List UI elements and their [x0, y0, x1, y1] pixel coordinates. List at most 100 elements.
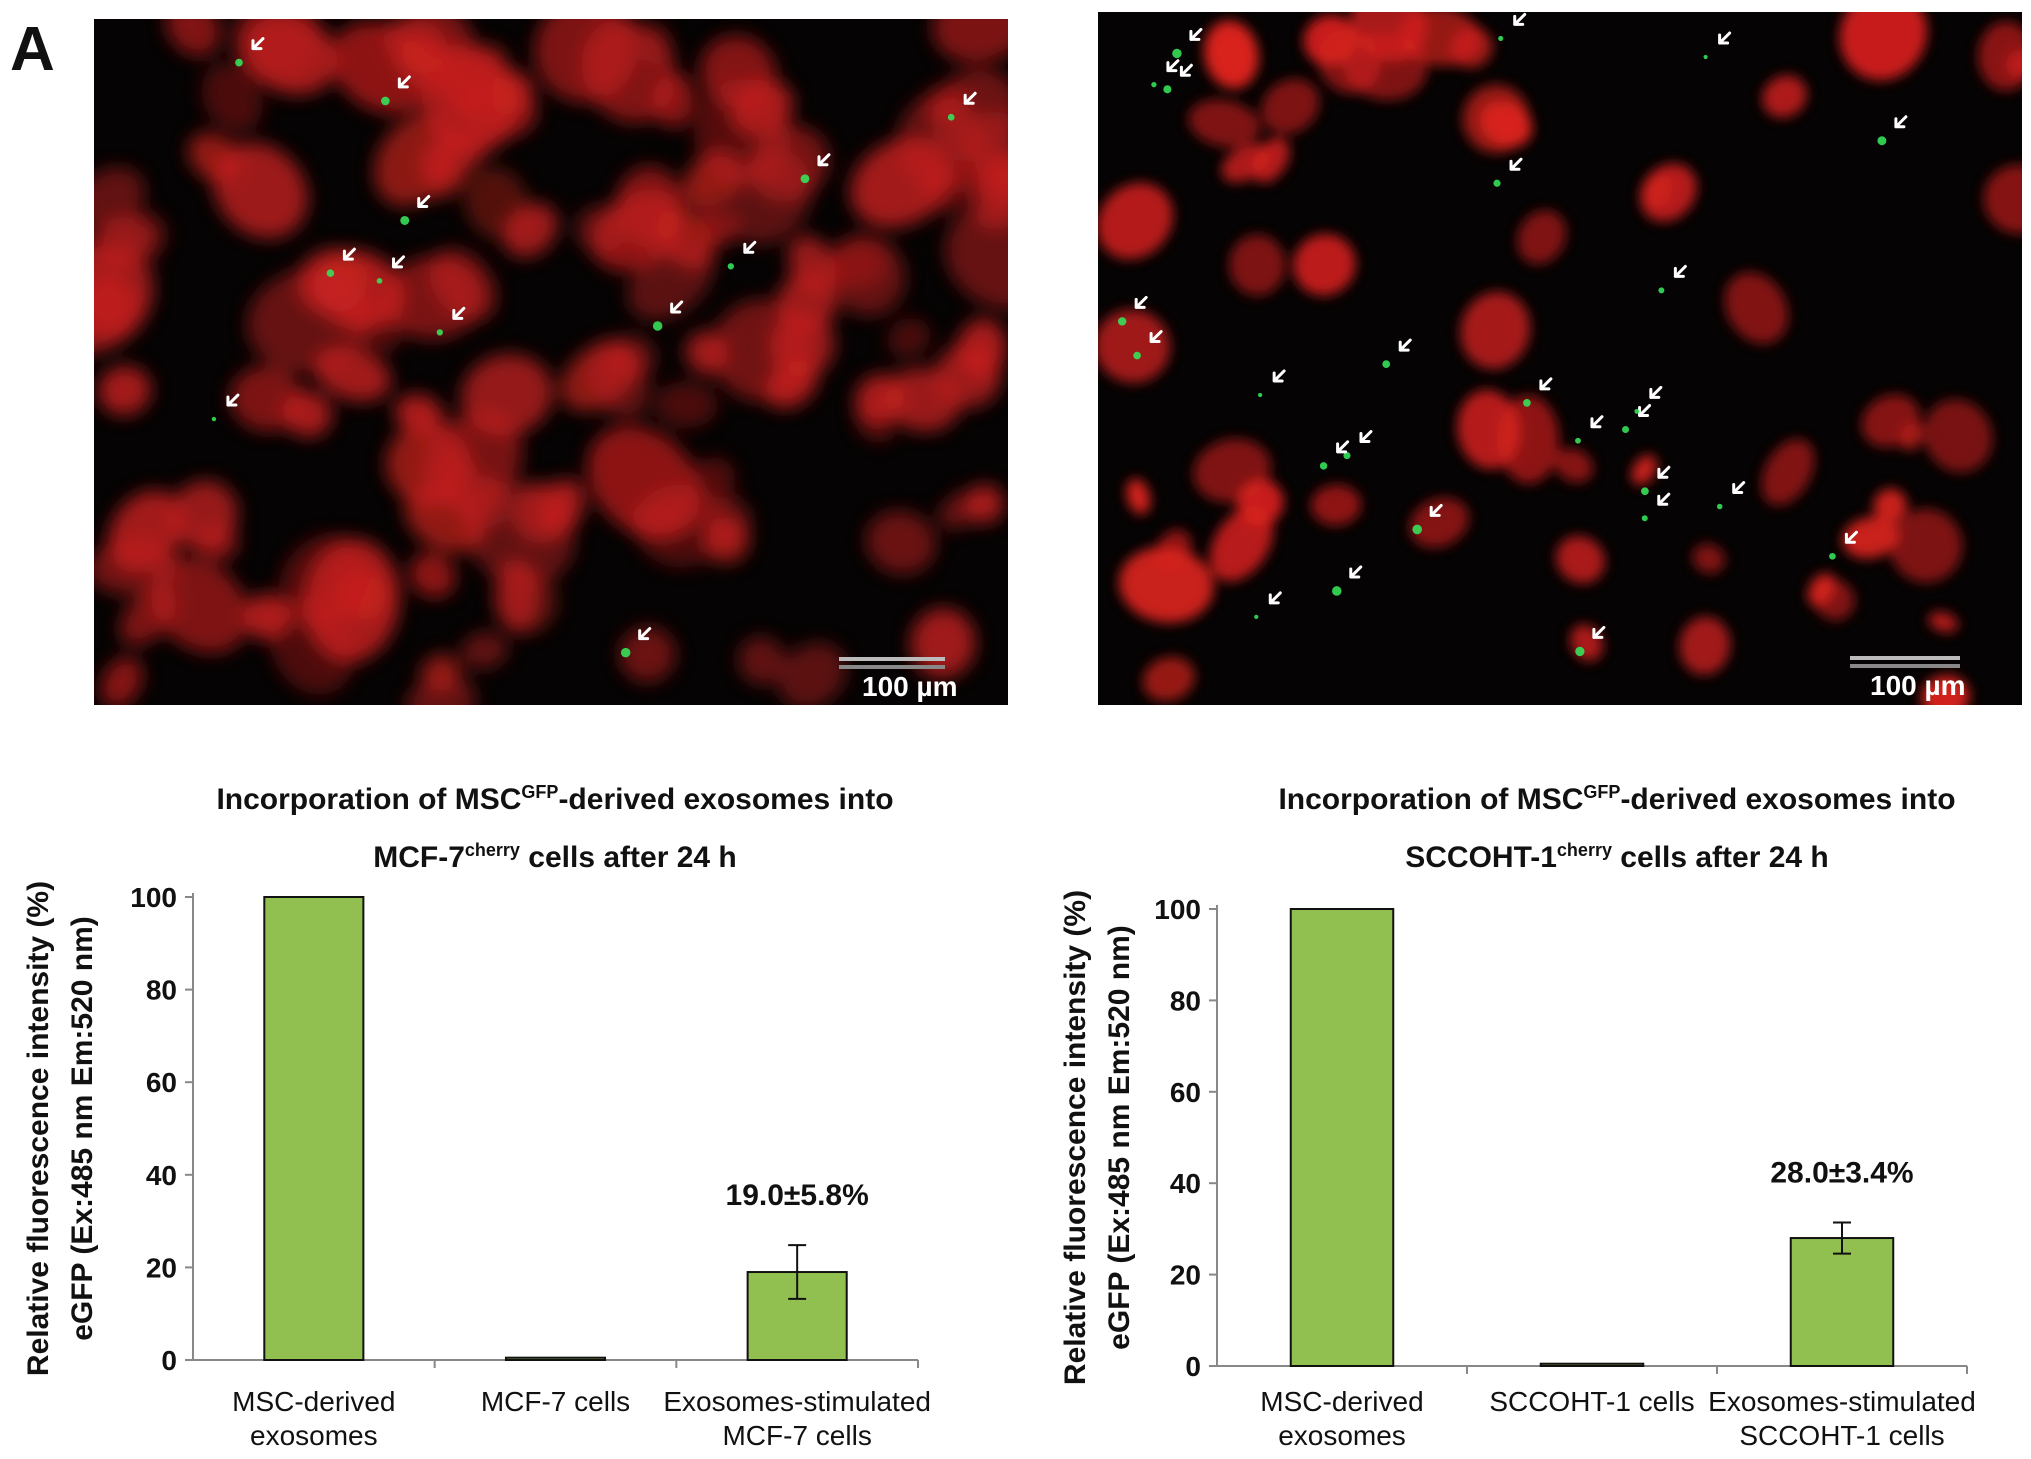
y-axis-label: Relative fluorescence intensity (%)	[22, 881, 55, 1376]
cell	[278, 534, 369, 630]
x-tick-label: MCF-7 cells	[722, 1420, 871, 1451]
cell	[1556, 535, 1605, 584]
y-tick-label: 80	[1170, 985, 1201, 1016]
x-tick-label: exosomes	[250, 1420, 378, 1451]
arrow-icon	[1649, 385, 1663, 399]
y-tick-label: 100	[1154, 894, 1201, 925]
cell	[1460, 291, 1531, 370]
scale-bar-label: 100 µm	[1870, 670, 1966, 701]
arrow-icon	[1398, 338, 1412, 352]
cell	[494, 558, 541, 632]
cell	[1921, 675, 1970, 705]
x-tick-label: exosomes	[1278, 1420, 1406, 1451]
arrow-icon	[1513, 12, 1527, 26]
x-tick-label: MSC-derived	[232, 1386, 395, 1417]
cell	[1842, 516, 1900, 559]
arrow-icon	[452, 306, 466, 320]
panel-label: A	[10, 15, 55, 84]
y-tick-label: 60	[1170, 1077, 1201, 1108]
cell	[866, 510, 936, 575]
x-tick-label: Exosomes-stimulated	[663, 1386, 931, 1417]
exosome-dot	[1716, 503, 1723, 510]
y-tick-label: 20	[1170, 1260, 1201, 1291]
y-tick-label: 100	[130, 882, 177, 913]
cell	[1261, 78, 1320, 135]
cell	[1293, 233, 1356, 296]
exosome-dot	[1622, 426, 1630, 434]
scale-bar	[1850, 664, 1960, 668]
scale-bar-label: 100 µm	[862, 671, 958, 702]
cell	[169, 480, 238, 551]
x-tick-label: MSC-derived	[1260, 1386, 1423, 1417]
cell	[1209, 506, 1274, 582]
arrow-icon	[342, 247, 356, 261]
x-tick-label: Exosomes-stimulated	[1708, 1386, 1976, 1417]
exosome-dot	[1877, 136, 1887, 146]
exosome-dot	[1117, 317, 1127, 326]
arrow-icon	[1336, 440, 1350, 454]
cell	[243, 593, 291, 640]
y-tick-label: 40	[1170, 1168, 1201, 1199]
cell	[641, 23, 674, 67]
exosome-dot	[326, 269, 335, 277]
y-tick-label: 0	[1185, 1351, 1201, 1382]
arrow-icon	[1429, 503, 1443, 517]
exosome-dot	[1523, 399, 1531, 407]
bar	[263, 896, 365, 1361]
exosome-dot	[1641, 487, 1649, 496]
cell	[1204, 20, 1259, 89]
micrograph-mcf7: 100 µm	[94, 19, 1008, 705]
cell	[1692, 543, 1726, 574]
cell	[1517, 210, 1567, 265]
exosome-dot	[1412, 524, 1423, 535]
cell	[404, 485, 485, 553]
exosome-dot	[436, 329, 443, 336]
cell	[1229, 234, 1286, 296]
cell	[634, 484, 728, 568]
arrow-icon	[743, 240, 757, 254]
cell	[1399, 12, 1482, 67]
cell	[1642, 173, 1673, 208]
exosome-dot	[947, 113, 955, 121]
cell	[1761, 438, 1815, 506]
exosome-dot	[1498, 35, 1504, 41]
cell	[94, 166, 145, 230]
cell	[461, 631, 508, 669]
cell	[1126, 478, 1151, 515]
arrow-icon	[251, 37, 265, 51]
cell	[922, 83, 971, 124]
arrow-icon	[1638, 404, 1652, 418]
cell	[420, 653, 461, 692]
arrow-icon	[1166, 59, 1180, 73]
cell	[1098, 309, 1171, 383]
micrograph-sccoht1: 100 µm	[1098, 12, 2022, 705]
arrow-icon	[1179, 63, 1193, 77]
cell	[94, 272, 140, 337]
y-axis-label: eGFP (Ex:485 nm Em:520 nm)	[1103, 925, 1136, 1350]
arrow-icon	[1590, 415, 1604, 429]
arrow-icon	[1149, 330, 1163, 344]
data-label: 28.0±3.4%	[1770, 1157, 1913, 1190]
cell	[1839, 12, 1928, 81]
cell	[1873, 488, 1907, 523]
exosome-dot	[1658, 287, 1665, 294]
exosome-dot	[235, 58, 243, 67]
exosome-dot	[1493, 179, 1501, 187]
cell	[425, 164, 466, 198]
cell	[956, 318, 1007, 380]
arrow-icon	[392, 255, 406, 269]
chart-title-line-2: SCCOHT-1cherry cells after 24 h	[1405, 840, 1829, 874]
cell	[1928, 611, 1958, 633]
chart-title: Incorporation of MSCGFP-derived exosomes…	[1162, 767, 2031, 883]
cell	[382, 19, 447, 63]
arrow-icon	[817, 153, 831, 167]
cell	[314, 346, 392, 402]
arrow-icon	[1657, 492, 1671, 506]
cell	[619, 626, 676, 683]
exosome-dot	[211, 416, 217, 422]
cell	[511, 481, 570, 544]
exosome-dot	[1382, 360, 1391, 368]
cell	[654, 381, 718, 428]
arrow-icon	[1657, 465, 1671, 479]
cell	[1188, 99, 1261, 148]
